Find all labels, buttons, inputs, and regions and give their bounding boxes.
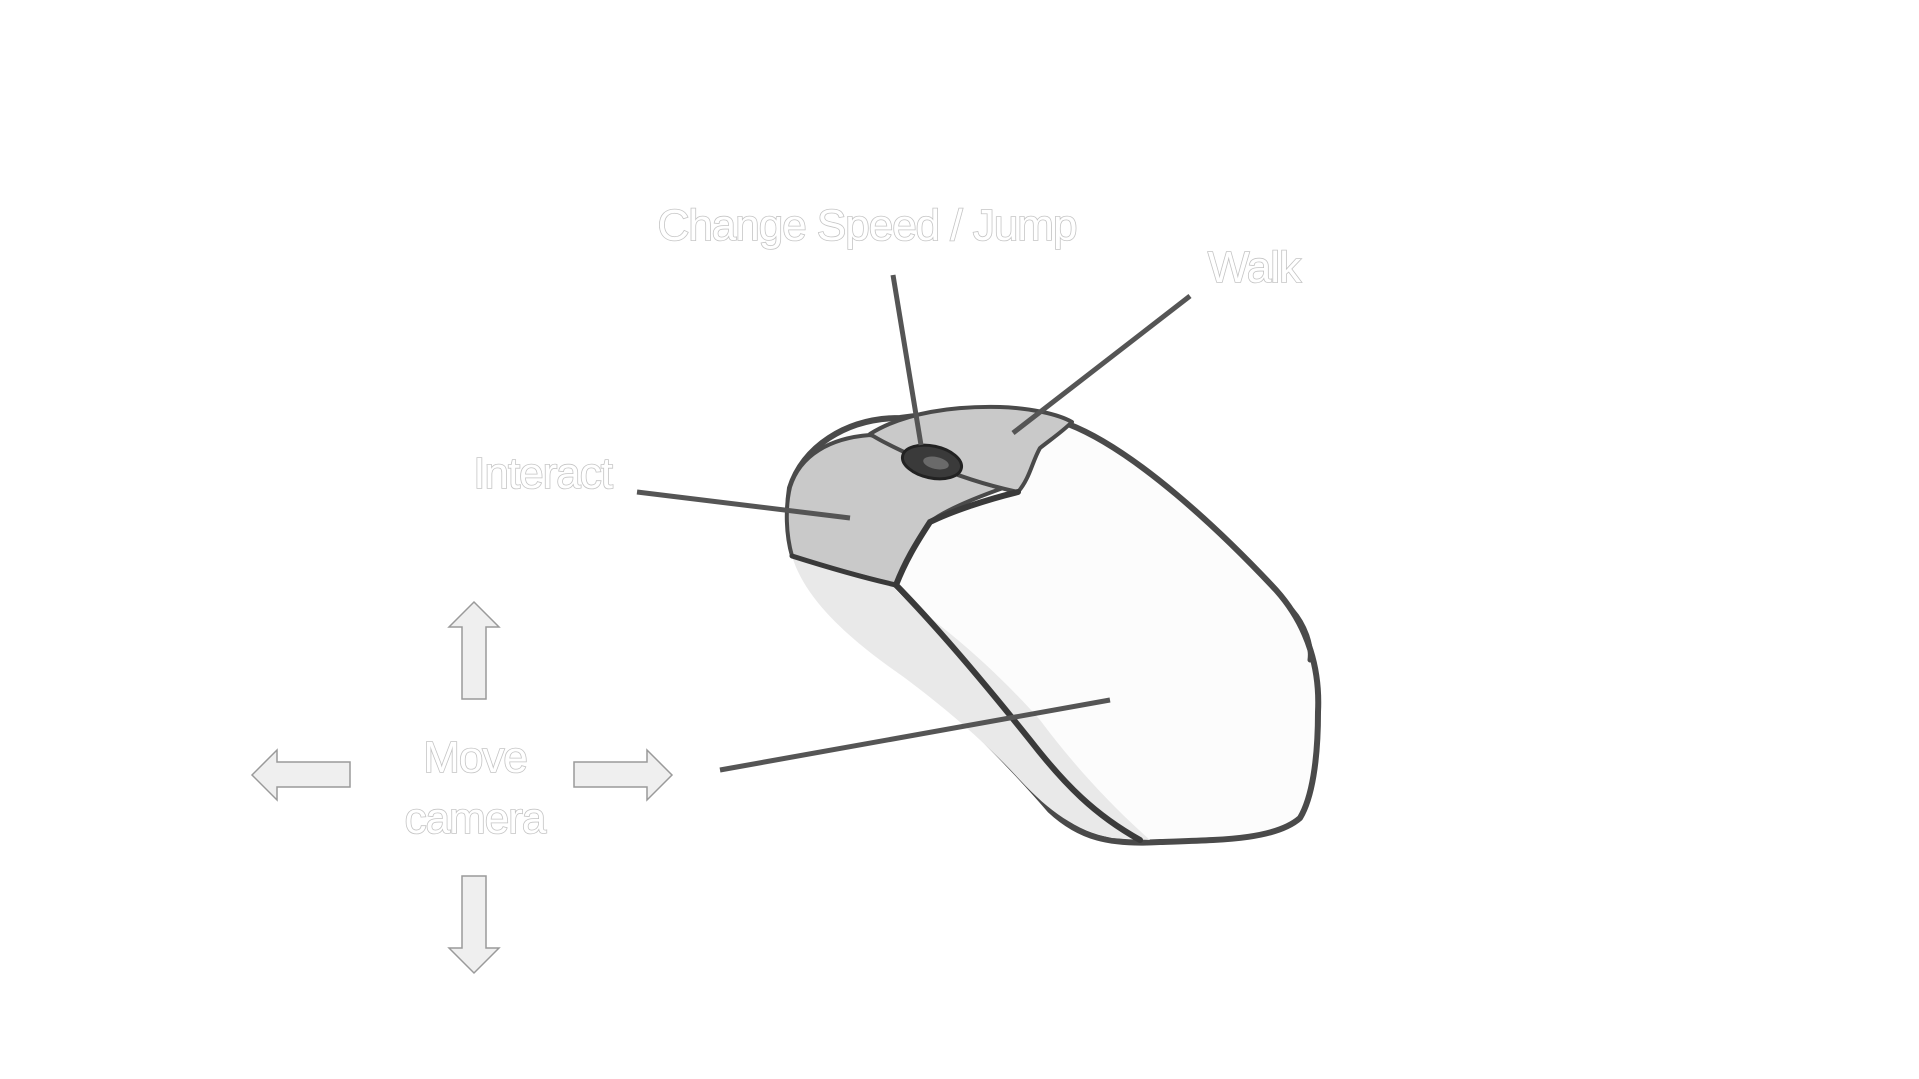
mouse-front-edge <box>789 553 899 588</box>
leader-line-change-speed-jump <box>890 274 924 446</box>
arrow-up-icon <box>447 600 501 700</box>
leader-lines <box>636 274 1192 773</box>
mouse-back-bump <box>1289 607 1313 663</box>
computer-mouse-icon <box>784 404 1322 846</box>
label-move-camera-line1: Move <box>423 733 527 782</box>
label-change-speed-jump: Change Speed / Jump <box>658 201 1077 250</box>
mouse-side-face <box>792 556 1150 840</box>
label-interact: Interact <box>473 449 613 498</box>
arrow-right-icon <box>573 748 674 802</box>
mouse-button-seam <box>893 489 1021 588</box>
arrow-left-icon <box>250 748 351 802</box>
mouse-scroll-wheel-highlight <box>923 456 949 470</box>
labels: Change Speed / Jump Walk Interact Move c… <box>404 200 1304 844</box>
leader-line-interact <box>636 489 851 521</box>
leader-line-move-camera <box>719 697 1111 773</box>
camera-arrows <box>250 600 674 975</box>
label-walk: Walk <box>1208 243 1302 292</box>
mouse-side-edge <box>893 582 1143 843</box>
arrow-down-icon <box>447 875 501 975</box>
leader-line-walk <box>1011 294 1192 435</box>
label-move-camera-line2: camera <box>405 794 547 843</box>
